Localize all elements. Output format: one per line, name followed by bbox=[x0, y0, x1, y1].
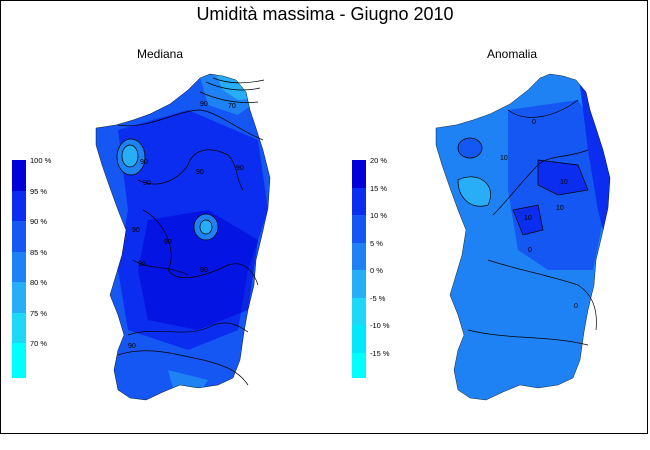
legend-colorbar-mediana bbox=[12, 160, 26, 378]
legend-label: 15 % bbox=[370, 184, 388, 193]
legend-label: 75 % bbox=[30, 309, 48, 318]
legend-label: -5 % bbox=[370, 294, 386, 303]
contour-label: 90 bbox=[128, 343, 136, 350]
contour-label: 0 bbox=[532, 119, 536, 126]
legend-swatch bbox=[12, 252, 26, 282]
legend-label: 85 % bbox=[30, 248, 48, 257]
contour-label: 90 bbox=[132, 227, 140, 234]
contour-label: 0 bbox=[574, 303, 578, 310]
legend-swatch bbox=[12, 221, 26, 252]
contour-label: 10 bbox=[500, 155, 508, 162]
legend-label: 0 % bbox=[370, 266, 383, 275]
contour-label: 90 bbox=[200, 101, 208, 108]
legend-swatch bbox=[352, 298, 366, 325]
legend-label: 95 % bbox=[30, 187, 48, 196]
panel-subtitle-mediana: Mediana bbox=[136, 47, 184, 61]
legend-label: 10 % bbox=[370, 211, 388, 220]
legend-swatch bbox=[352, 270, 366, 298]
contour-label: 10 bbox=[556, 205, 564, 212]
legend-swatch bbox=[352, 243, 366, 270]
legend-label: 70 % bbox=[30, 339, 48, 348]
figure-frame bbox=[0, 0, 648, 434]
map-anomalia: 0 10 10 10 10 0 0 bbox=[435, 73, 611, 401]
contour-label: 10 bbox=[524, 215, 532, 222]
legend-label: 90 % bbox=[30, 217, 48, 226]
legend-label: -10 % bbox=[370, 321, 390, 330]
contour-labels-anomalia: 0 10 10 10 10 0 0 bbox=[500, 119, 578, 310]
contour-label: 90 bbox=[143, 180, 151, 187]
contour-label: 10 bbox=[560, 179, 568, 186]
contour-labels-mediana: 70 90 90 90 90 90 90 90 90 90 90 bbox=[128, 101, 244, 350]
legend-label: -15 % bbox=[370, 349, 390, 358]
contour-label: 70 bbox=[228, 103, 236, 110]
legend-swatch bbox=[352, 325, 366, 353]
legend-colorbar-anomalia bbox=[352, 160, 366, 378]
contour-label: 90 bbox=[200, 267, 208, 274]
contour-label: 0 bbox=[528, 247, 532, 254]
legend-swatch bbox=[352, 215, 366, 243]
contour-label: 90 bbox=[196, 169, 204, 176]
map-mediana: 70 90 90 90 90 90 90 90 90 90 90 bbox=[95, 73, 271, 401]
legend-swatch bbox=[12, 313, 26, 343]
legend-swatch bbox=[352, 160, 366, 188]
legend-swatch bbox=[12, 343, 26, 378]
legend-label: 100 % bbox=[30, 156, 52, 165]
panel-subtitle-anomalia: Anomalia bbox=[486, 47, 538, 61]
legend-swatch bbox=[12, 282, 26, 313]
figure-title: Umidità massima - Giugno 2010 bbox=[196, 4, 454, 24]
legend-swatch bbox=[12, 160, 26, 191]
legend-label: 80 % bbox=[30, 278, 48, 287]
legend-swatch bbox=[352, 188, 366, 215]
legend-label: 5 % bbox=[370, 239, 383, 248]
contour-label: 90 bbox=[164, 239, 172, 246]
contour-label: 90 bbox=[236, 165, 244, 172]
contour-label: 90 bbox=[140, 159, 148, 166]
legend-label: 20 % bbox=[370, 156, 388, 165]
legend-swatch bbox=[352, 353, 366, 378]
contour-label: 90 bbox=[138, 261, 146, 268]
legend-swatch bbox=[12, 191, 26, 221]
